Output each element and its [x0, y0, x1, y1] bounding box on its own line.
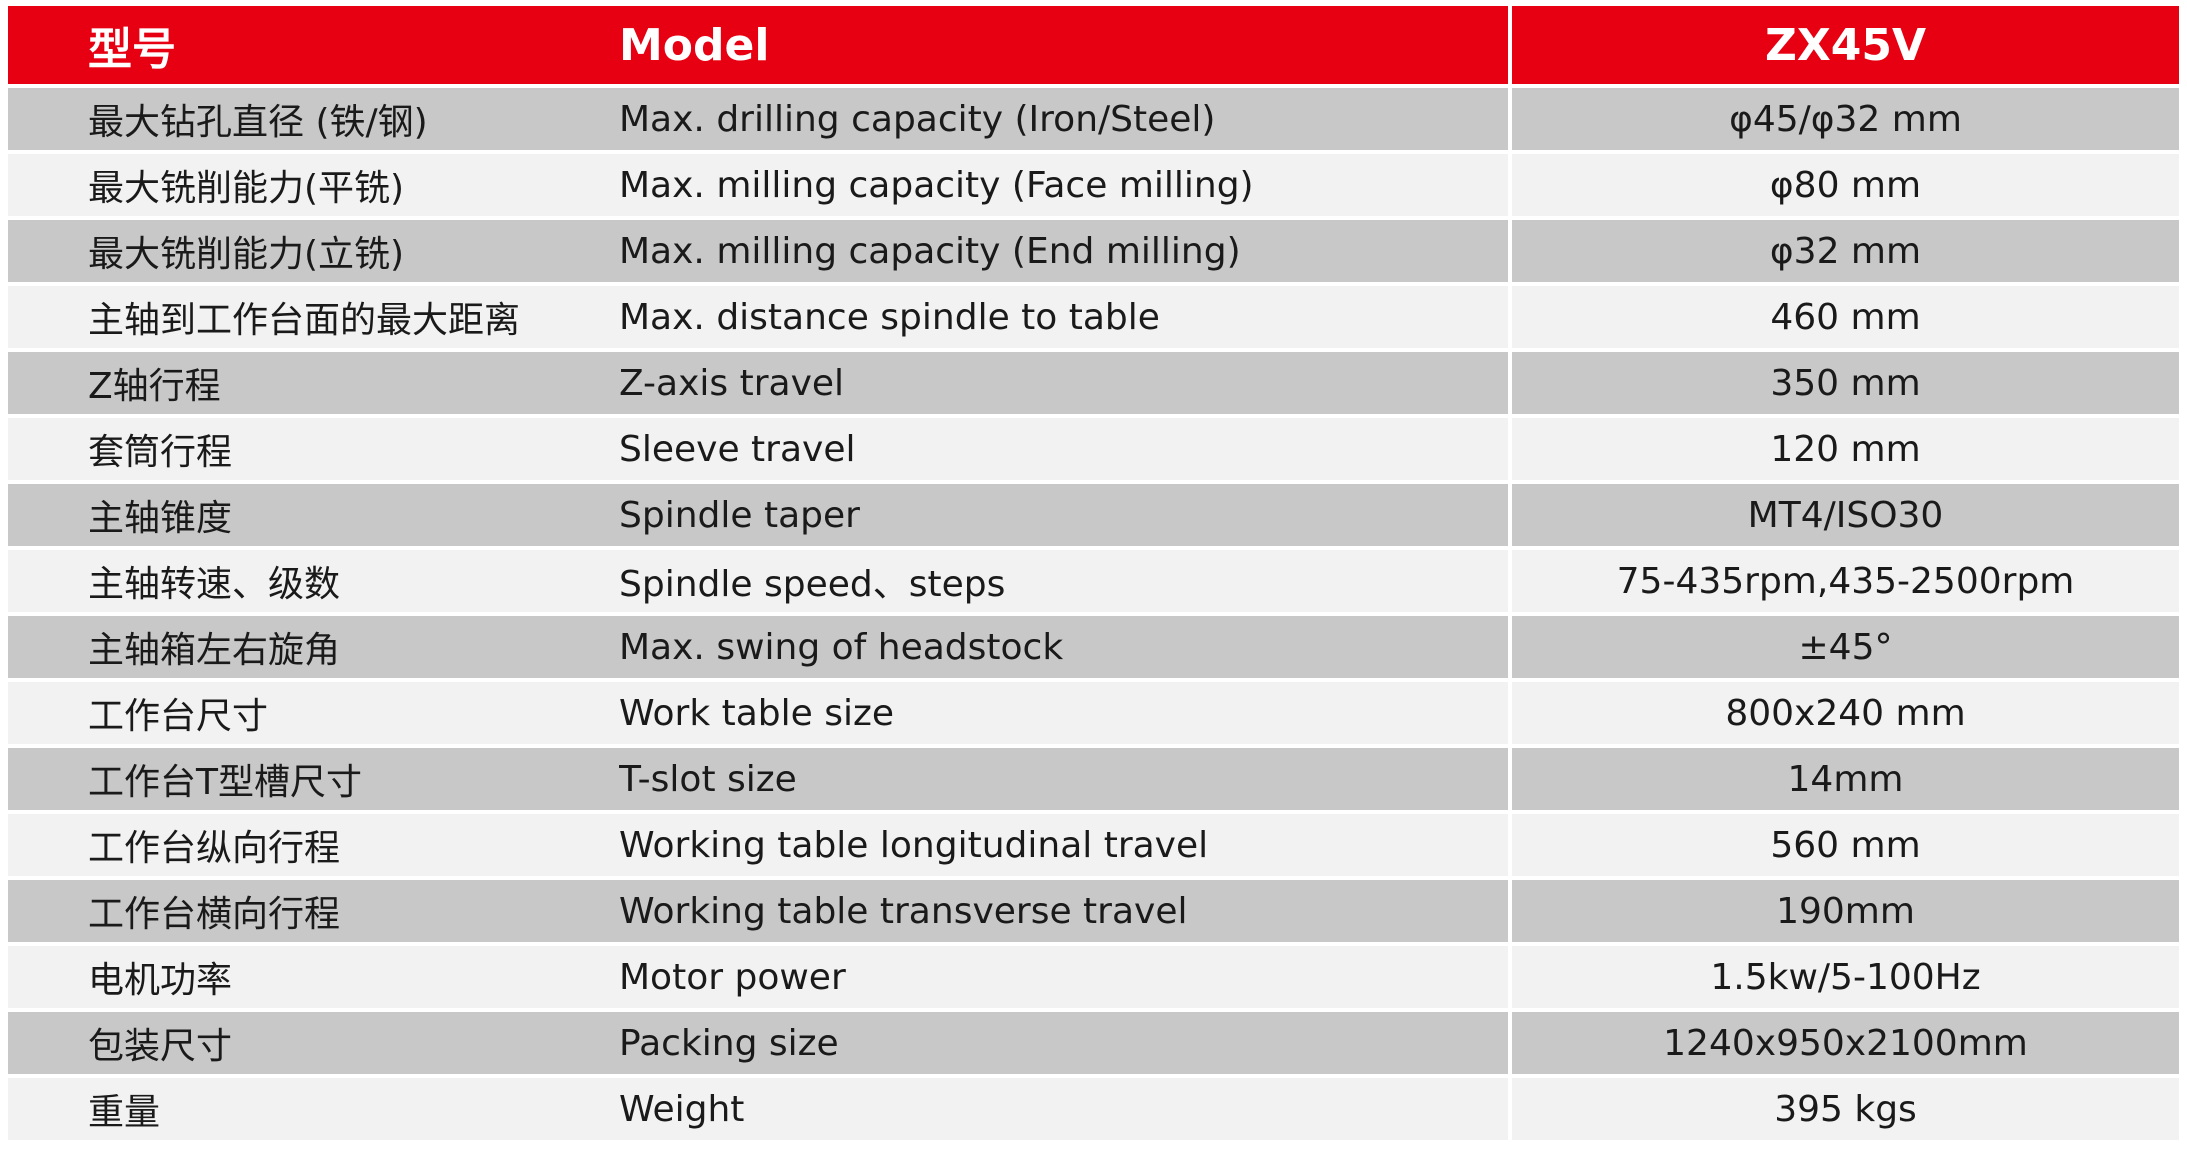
table-row: 工作台尺寸 Work table size 800x240 mm [8, 678, 2179, 744]
spec-name-en: T-slot size [619, 744, 1508, 810]
spec-value: 75-435rpm,435-2500rpm [1508, 546, 2179, 612]
spec-value: φ32 mm [1508, 216, 2179, 282]
spec-name-zh: 最大铣削能力(平铣) [8, 150, 619, 216]
spec-name-zh: 主轴转速、级数 [8, 546, 619, 612]
spec-name-en: Motor power [619, 942, 1508, 1008]
spec-value: ±45° [1508, 612, 2179, 678]
spec-value: φ45/φ32 mm [1508, 84, 2179, 150]
spec-name-en: Max. distance spindle to table [619, 282, 1508, 348]
spec-name-en: Spindle taper [619, 480, 1508, 546]
table-row: 最大铣削能力(平铣) Max. milling capacity (Face m… [8, 150, 2179, 216]
table-row: 工作台横向行程 Working table transverse travel … [8, 876, 2179, 942]
spec-name-zh: 最大铣削能力(立铣) [8, 216, 619, 282]
spec-name-zh: 工作台纵向行程 [8, 810, 619, 876]
spec-name-en: Z-axis travel [619, 348, 1508, 414]
spec-name-en: Max. milling capacity (Face milling) [619, 150, 1508, 216]
spec-value: 14mm [1508, 744, 2179, 810]
spec-name-en: Work table size [619, 678, 1508, 744]
spec-value: 1.5kw/5-100Hz [1508, 942, 2179, 1008]
spec-name-en: Working table transverse travel [619, 876, 1508, 942]
spec-value: φ80 mm [1508, 150, 2179, 216]
spec-name-zh: 主轴锥度 [8, 480, 619, 546]
table-row: 套筒行程 Sleeve travel 120 mm [8, 414, 2179, 480]
spec-name-zh: 重量 [8, 1074, 619, 1140]
spec-name-en: Sleeve travel [619, 414, 1508, 480]
spec-name-zh: 工作台T型槽尺寸 [8, 744, 619, 810]
spec-name-zh: 最大钻孔直径 (铁/钢) [8, 84, 619, 150]
table-row: 最大铣削能力(立铣) Max. milling capacity (End mi… [8, 216, 2179, 282]
header-model-value: ZX45V [1508, 6, 2179, 84]
spec-name-en: Spindle speed、steps [619, 546, 1508, 612]
spec-name-en: Max. drilling capacity (Iron/Steel) [619, 84, 1508, 150]
spec-value: 120 mm [1508, 414, 2179, 480]
spec-name-zh: 包装尺寸 [8, 1008, 619, 1074]
header-row: 型号 Model ZX45V [8, 6, 2179, 84]
table-row: 主轴箱左右旋角 Max. swing of headstock ±45° [8, 612, 2179, 678]
spec-value: 800x240 mm [1508, 678, 2179, 744]
spec-value: 1240x950x2100mm [1508, 1008, 2179, 1074]
table-row: 包装尺寸 Packing size 1240x950x2100mm [8, 1008, 2179, 1074]
table-row: 工作台纵向行程 Working table longitudinal trave… [8, 810, 2179, 876]
spec-name-zh: 电机功率 [8, 942, 619, 1008]
header-zh-label: 型号 [8, 6, 619, 84]
table-row: 工作台T型槽尺寸 T-slot size 14mm [8, 744, 2179, 810]
table-row: 主轴到工作台面的最大距离 Max. distance spindle to ta… [8, 282, 2179, 348]
spec-name-en: Working table longitudinal travel [619, 810, 1508, 876]
spec-value: 190mm [1508, 876, 2179, 942]
table-row: 主轴转速、级数 Spindle speed、steps 75-435rpm,43… [8, 546, 2179, 612]
spec-table-header: 型号 Model ZX45V [8, 6, 2179, 84]
spec-value: 560 mm [1508, 810, 2179, 876]
header-en-label: Model [619, 6, 1508, 84]
table-row: 电机功率 Motor power 1.5kw/5-100Hz [8, 942, 2179, 1008]
spec-value: MT4/ISO30 [1508, 480, 2179, 546]
table-row: 最大钻孔直径 (铁/钢) Max. drilling capacity (Iro… [8, 84, 2179, 150]
spec-name-zh: 主轴到工作台面的最大距离 [8, 282, 619, 348]
spec-table: 型号 Model ZX45V 最大钻孔直径 (铁/钢) Max. drillin… [8, 6, 2179, 1140]
spec-value: 460 mm [1508, 282, 2179, 348]
spec-name-zh: 套筒行程 [8, 414, 619, 480]
spec-value: 395 kgs [1508, 1074, 2179, 1140]
spec-name-en: Max. milling capacity (End milling) [619, 216, 1508, 282]
table-row: 重量 Weight 395 kgs [8, 1074, 2179, 1140]
spec-value: 350 mm [1508, 348, 2179, 414]
spec-name-en: Max. swing of headstock [619, 612, 1508, 678]
spec-table-body: 最大钻孔直径 (铁/钢) Max. drilling capacity (Iro… [8, 84, 2179, 1140]
table-row: Z轴行程 Z-axis travel 350 mm [8, 348, 2179, 414]
spec-name-en: Weight [619, 1074, 1508, 1140]
spec-name-zh: 主轴箱左右旋角 [8, 612, 619, 678]
table-row: 主轴锥度 Spindle taper MT4/ISO30 [8, 480, 2179, 546]
spec-name-zh: 工作台横向行程 [8, 876, 619, 942]
spec-name-zh: 工作台尺寸 [8, 678, 619, 744]
spec-name-zh: Z轴行程 [8, 348, 619, 414]
spec-name-en: Packing size [619, 1008, 1508, 1074]
